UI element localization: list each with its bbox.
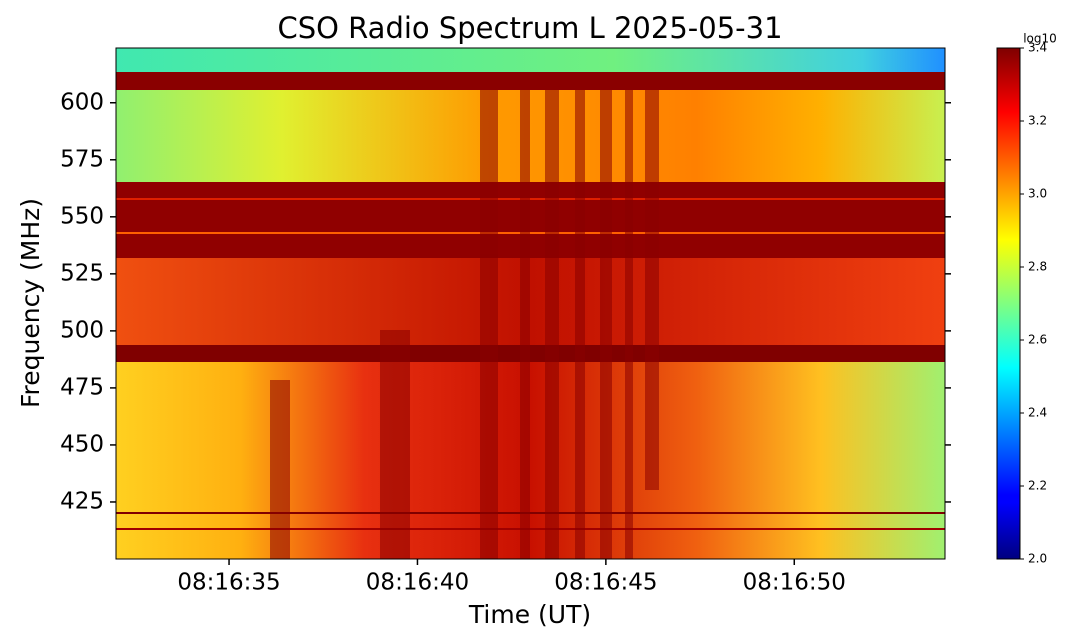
- x-tick-label: 08:16:35: [177, 570, 280, 596]
- colorbar-tick-label: 2.8: [1028, 260, 1047, 274]
- colorbar: [996, 47, 1021, 560]
- y-tick-label: 550: [60, 203, 104, 229]
- x-tick-label: 08:16:45: [554, 570, 657, 596]
- colorbar-tick-label: 2.4: [1028, 406, 1047, 420]
- colorbar-label: log10: [1023, 32, 1057, 46]
- colorbar-tick-label: 3.4: [1028, 41, 1047, 55]
- colorbar-tick-label: 2.0: [1028, 552, 1047, 566]
- colorbar-tick-label: 2.6: [1028, 333, 1047, 347]
- spectrogram: [116, 48, 945, 559]
- y-axis-label: Frequency (MHz): [16, 198, 45, 408]
- y-tick-label: 525: [60, 260, 104, 286]
- chart-title: CSO Radio Spectrum L 2025-05-31: [277, 11, 782, 45]
- y-tick-label: 450: [60, 431, 104, 457]
- x-tick-label: 08:16:50: [743, 570, 846, 596]
- colorbar-tick-label: 2.2: [1028, 479, 1047, 493]
- plot-frame: [115, 47, 946, 560]
- colorbar-tick-label: 3.2: [1028, 114, 1047, 128]
- y-tick-label: 575: [60, 146, 104, 172]
- x-tick-label: 08:16:40: [366, 570, 469, 596]
- colorbar-tick-label: 3.0: [1028, 187, 1047, 201]
- y-tick-label: 475: [60, 374, 104, 400]
- y-tick-label: 600: [60, 89, 104, 115]
- y-tick-label: 425: [60, 488, 104, 514]
- y-tick-label: 500: [60, 317, 104, 343]
- x-axis-label: Time (UT): [468, 600, 591, 629]
